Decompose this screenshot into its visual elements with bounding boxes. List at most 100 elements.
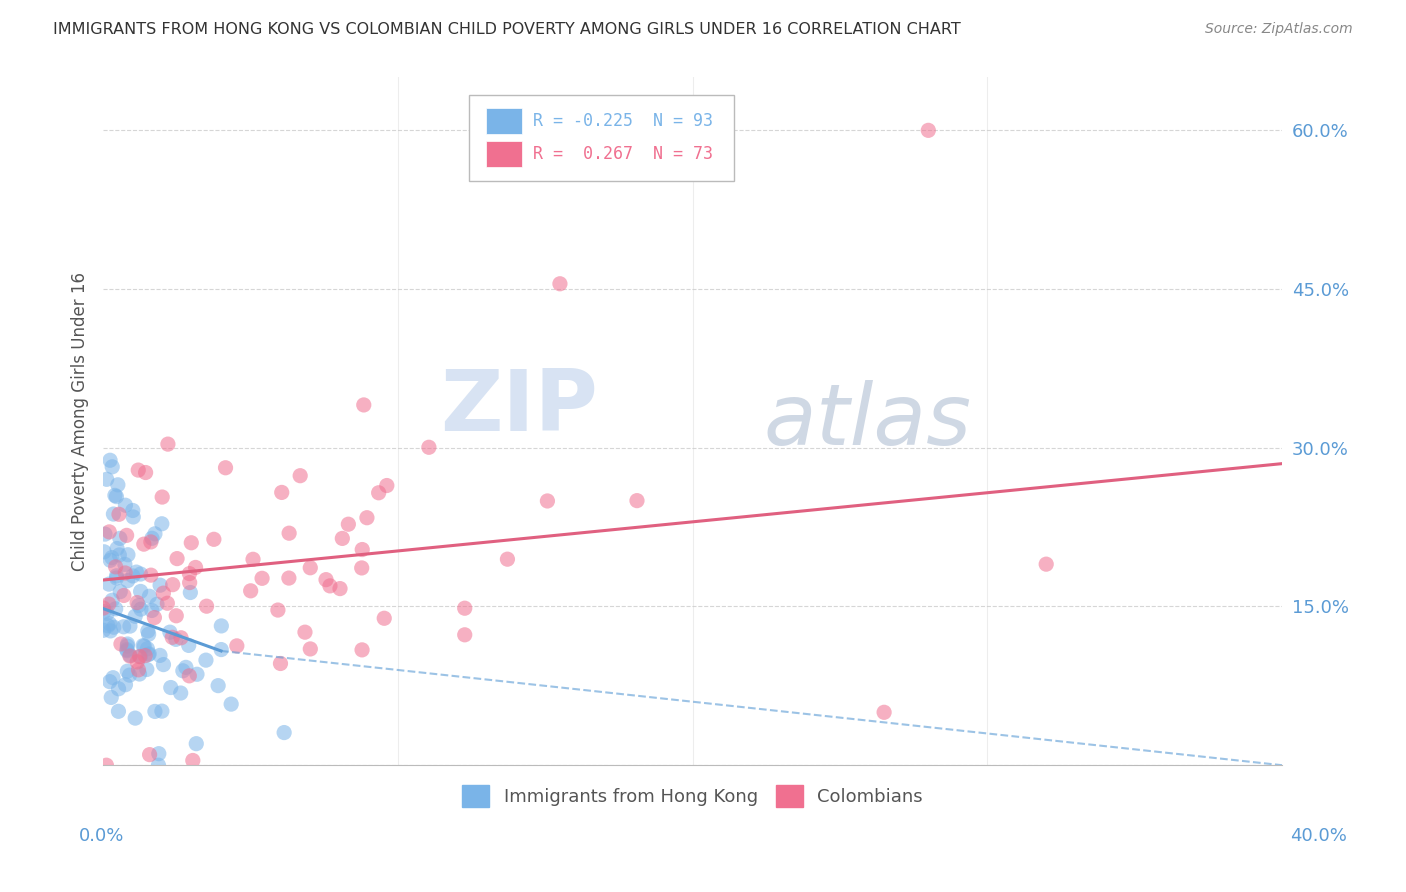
Point — [356, 510, 378, 524]
Text: 0.0%: 0.0% — [79, 827, 124, 845]
Point — [536, 494, 558, 508]
Point — [186, 667, 208, 681]
Point — [329, 582, 352, 596]
Point — [114, 558, 136, 572]
Point — [94, 527, 117, 541]
Point — [135, 663, 157, 677]
Point — [110, 637, 132, 651]
Text: R = -0.225  N = 93: R = -0.225 N = 93 — [533, 112, 713, 129]
Point — [166, 551, 188, 566]
Point — [108, 548, 131, 562]
Point — [195, 599, 218, 614]
Point — [375, 478, 398, 492]
Point — [115, 642, 138, 657]
Point — [269, 657, 291, 671]
Point — [179, 669, 201, 683]
Point — [128, 599, 150, 613]
Point — [96, 472, 118, 486]
Point — [107, 704, 129, 718]
Point — [127, 596, 149, 610]
Point — [139, 535, 162, 549]
Point — [98, 453, 121, 467]
Point — [117, 639, 139, 653]
Point — [299, 561, 322, 575]
Point — [118, 648, 141, 663]
Point — [129, 602, 152, 616]
Point — [117, 664, 139, 678]
Point — [141, 603, 163, 617]
Point — [101, 593, 124, 607]
Point — [330, 532, 353, 546]
Point — [98, 616, 121, 631]
Point — [127, 463, 149, 477]
Point — [97, 619, 120, 633]
Point — [184, 560, 207, 574]
Point — [209, 619, 232, 633]
Point — [128, 667, 150, 681]
Point — [454, 628, 477, 642]
Point — [101, 459, 124, 474]
Text: IMMIGRANTS FROM HONG KONG VS COLOMBIAN CHILD POVERTY AMONG GIRLS UNDER 16 CORREL: IMMIGRANTS FROM HONG KONG VS COLOMBIAN C… — [53, 22, 962, 37]
Point — [162, 630, 184, 644]
Point — [105, 571, 128, 585]
Point — [141, 531, 163, 545]
Point — [110, 584, 132, 599]
Point — [129, 567, 152, 582]
Point — [129, 649, 152, 664]
Point — [194, 653, 217, 667]
Point — [91, 601, 114, 615]
Point — [134, 648, 156, 663]
Point — [270, 485, 292, 500]
Text: R =  0.267  N = 73: R = 0.267 N = 73 — [533, 145, 713, 162]
Point — [117, 548, 139, 562]
Point — [917, 123, 939, 137]
Point — [186, 737, 208, 751]
Point — [165, 632, 187, 647]
Point — [138, 647, 160, 661]
Point — [353, 398, 375, 412]
Point — [115, 528, 138, 542]
Point — [138, 627, 160, 641]
Point — [103, 507, 125, 521]
Point — [172, 664, 194, 678]
Point — [124, 609, 146, 624]
Point — [143, 705, 166, 719]
Point — [114, 566, 136, 580]
Point — [104, 602, 127, 616]
Point — [108, 532, 131, 546]
Point — [98, 553, 121, 567]
Point — [112, 620, 135, 634]
Point — [181, 754, 204, 768]
Point — [121, 503, 143, 517]
Point — [156, 437, 179, 451]
Point — [1035, 557, 1057, 571]
Point — [299, 642, 322, 657]
Legend: Immigrants from Hong Kong, Colombians: Immigrants from Hong Kong, Colombians — [456, 778, 931, 814]
Y-axis label: Child Poverty Among Girls Under 16: Child Poverty Among Girls Under 16 — [72, 272, 89, 571]
Point — [152, 586, 174, 600]
Point — [152, 657, 174, 672]
Point — [165, 608, 187, 623]
Text: ZIP: ZIP — [440, 366, 598, 449]
Point — [96, 607, 118, 621]
Point — [352, 542, 374, 557]
Point — [138, 747, 160, 762]
Point — [170, 686, 193, 700]
Point — [105, 490, 128, 504]
Point — [128, 649, 150, 664]
Point — [98, 524, 121, 539]
Point — [108, 508, 131, 522]
Text: 40.0%: 40.0% — [1291, 827, 1347, 845]
Point — [148, 758, 170, 772]
Point — [134, 639, 156, 653]
Point — [136, 641, 159, 656]
Point — [93, 545, 115, 559]
Point — [114, 498, 136, 512]
Point — [100, 690, 122, 705]
Point — [209, 642, 232, 657]
Point — [118, 619, 141, 633]
Point — [143, 526, 166, 541]
Point — [207, 679, 229, 693]
Point — [117, 637, 139, 651]
Point — [626, 493, 648, 508]
